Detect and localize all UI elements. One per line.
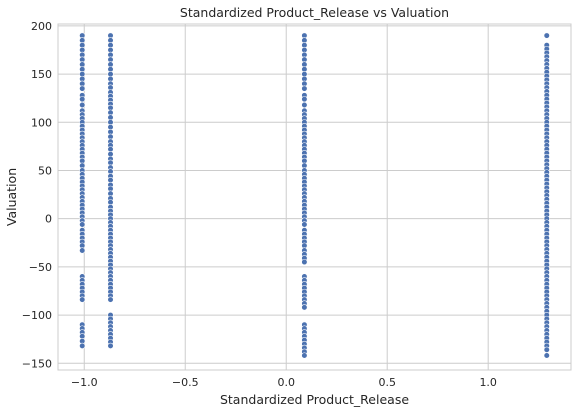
data-point [79, 342, 86, 350]
data-point [543, 346, 550, 353]
data-point [79, 101, 86, 109]
chart-title: Standardized Product_Release vs Valuatio… [180, 5, 449, 20]
y-tick-label: 200 [31, 20, 52, 33]
data-point [79, 221, 86, 228]
x-axis-ticks: −1.0 −0.5 0.0 0.5 1.0 [71, 376, 497, 389]
data-point [107, 342, 114, 350]
data-point [301, 352, 308, 359]
data-point [301, 258, 308, 266]
data-point [79, 96, 86, 103]
y-tick-label: −50 [29, 261, 52, 274]
y-axis-label: Valuation [4, 168, 19, 226]
y-tick-label: 0 [45, 213, 52, 226]
data-point [301, 304, 308, 311]
data-point [301, 85, 308, 92]
x-tick-label: −1.0 [71, 376, 98, 389]
data-point [79, 247, 86, 254]
plot-frame [57, 23, 572, 371]
data-point [79, 296, 86, 303]
y-tick-label: 150 [31, 68, 52, 81]
y-tick-label: 100 [31, 116, 52, 129]
x-axis-label: Standardized Product_Release [220, 392, 409, 407]
data-point [543, 32, 550, 39]
data-point [301, 96, 308, 103]
data-point [543, 352, 550, 359]
x-tick-label: 0.0 [277, 376, 295, 389]
data-points [79, 32, 550, 359]
y-axis-ticks: −150 −100 −50 0 50 100 150 200 [22, 20, 52, 370]
y-tick-label: −150 [22, 357, 52, 370]
x-tick-label: −0.5 [172, 376, 199, 389]
data-point [79, 85, 86, 92]
grid-lines [58, 24, 571, 370]
x-tick-label: 0.5 [378, 376, 396, 389]
x-tick-label: 1.0 [479, 376, 497, 389]
data-point [301, 101, 308, 109]
data-point [107, 296, 114, 303]
data-point [301, 221, 308, 228]
y-tick-label: 50 [38, 164, 52, 177]
y-tick-label: −100 [22, 309, 52, 322]
